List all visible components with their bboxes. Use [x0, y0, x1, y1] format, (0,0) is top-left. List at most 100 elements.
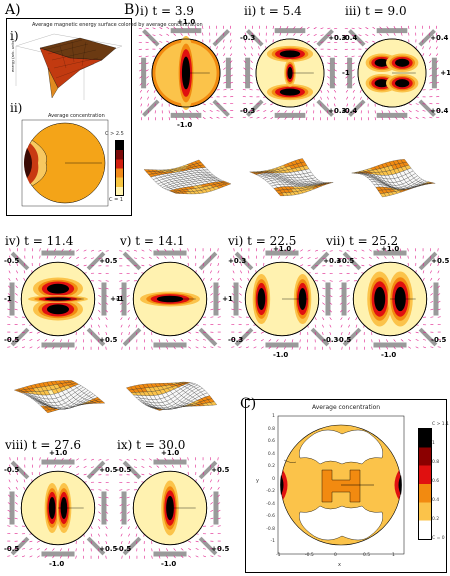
field-arrow	[7, 502, 11, 505]
field-arrow	[223, 81, 227, 84]
y-tick-label: 0	[272, 476, 275, 482]
field-arrow	[230, 67, 233, 70]
field-arrow	[8, 263, 11, 267]
field-arrow	[284, 117, 287, 120]
field-arrow	[306, 40, 310, 43]
field-arrow	[187, 457, 189, 461]
field-arrow	[320, 41, 324, 43]
field-arrow	[378, 339, 381, 343]
x-tick-label: -0.5	[305, 553, 314, 558]
field-arrow	[202, 540, 207, 542]
field-arrow	[292, 256, 296, 259]
field-arrow	[251, 46, 253, 50]
field-arrow	[141, 257, 145, 259]
field-arrow	[7, 555, 11, 557]
device-disk-outline	[20, 470, 96, 546]
snapshot-device-6: +1.0 -1.0 +0.3 +0.3 -0.3 -0.3	[228, 245, 341, 359]
field-arrow	[284, 110, 287, 113]
field-arrow	[36, 540, 40, 543]
field-arrow	[283, 339, 286, 343]
colorbar-c-label: 0.4	[432, 498, 440, 503]
surface-facet	[327, 182, 334, 184]
field-arrow	[98, 309, 101, 313]
field-arrow	[306, 110, 308, 114]
field-arrow	[188, 339, 192, 342]
field-arrow	[360, 103, 362, 107]
field-arrow	[105, 295, 109, 298]
field-arrow	[90, 331, 92, 336]
surface-svg-4	[13, 380, 106, 414]
field-arrow	[299, 339, 301, 343]
field-arrow	[21, 339, 26, 341]
field-arrow	[408, 331, 412, 334]
field-arrow	[320, 34, 324, 36]
device-disk-outline	[151, 38, 221, 108]
voltage-label-right: +1	[440, 69, 450, 77]
field-arrow	[345, 76, 348, 79]
field-arrow	[293, 33, 296, 36]
field-arrow	[429, 46, 431, 50]
field-arrow	[187, 255, 189, 259]
field-arrow	[166, 26, 170, 30]
field-arrow	[351, 27, 355, 30]
field-arrow	[105, 548, 107, 552]
field-arrow	[23, 479, 26, 483]
field-arrow	[140, 96, 143, 100]
field-arrow	[351, 55, 355, 57]
field-arrow	[250, 53, 253, 57]
field-arrow	[253, 339, 257, 341]
field-arrow	[83, 249, 87, 252]
y-tick-label: 1	[272, 414, 275, 419]
voltage-label-top: +1.0	[177, 17, 196, 26]
field-arrow	[151, 548, 153, 552]
field-arrow	[61, 465, 64, 468]
field-arrow	[39, 255, 41, 259]
field-arrow	[14, 346, 18, 348]
field-arrow	[39, 464, 41, 468]
field-arrow	[217, 509, 221, 512]
field-arrow	[298, 117, 301, 121]
field-arrow	[188, 548, 192, 551]
field-arrow	[90, 324, 93, 328]
field-arrow	[210, 525, 214, 527]
field-arrow	[202, 486, 205, 490]
field-arrow	[98, 331, 100, 336]
field-arrow	[249, 89, 253, 91]
device-disk-outline	[357, 38, 427, 108]
field-arrow	[217, 293, 221, 296]
field-arrow	[105, 511, 109, 514]
field-arrow	[90, 317, 93, 321]
field-arrow	[127, 511, 130, 514]
field-arrow	[76, 264, 80, 267]
field-arrow	[148, 249, 152, 252]
field-arrow	[371, 346, 373, 350]
field-arrow	[98, 548, 100, 552]
field-arrow	[322, 317, 325, 321]
field-arrow	[388, 110, 391, 114]
field-arrow	[44, 346, 48, 349]
electrode-bar	[101, 282, 107, 316]
field-arrow	[16, 479, 18, 483]
field-arrow	[146, 76, 149, 79]
field-arrow	[346, 257, 350, 259]
field-arrow	[239, 293, 242, 296]
field-arrow	[393, 32, 396, 36]
field-arrow	[322, 331, 324, 336]
field-arrow	[217, 285, 220, 289]
field-arrow	[9, 457, 11, 461]
field-arrow	[202, 339, 207, 341]
field-arrow	[353, 257, 358, 259]
field-arrow	[327, 62, 331, 65]
field-arrow	[358, 34, 362, 36]
field-arrow	[202, 270, 205, 274]
wireframe-surface-5	[118, 356, 222, 432]
voltage-label-tl: -0.5	[116, 465, 132, 474]
field-arrow	[105, 250, 109, 252]
field-arrow	[202, 479, 205, 483]
field-arrow	[210, 494, 213, 498]
field-arrow	[278, 255, 281, 259]
field-arrow	[270, 103, 274, 106]
field-arrow	[437, 285, 440, 289]
field-arrow	[291, 110, 294, 114]
field-arrow	[147, 110, 149, 114]
